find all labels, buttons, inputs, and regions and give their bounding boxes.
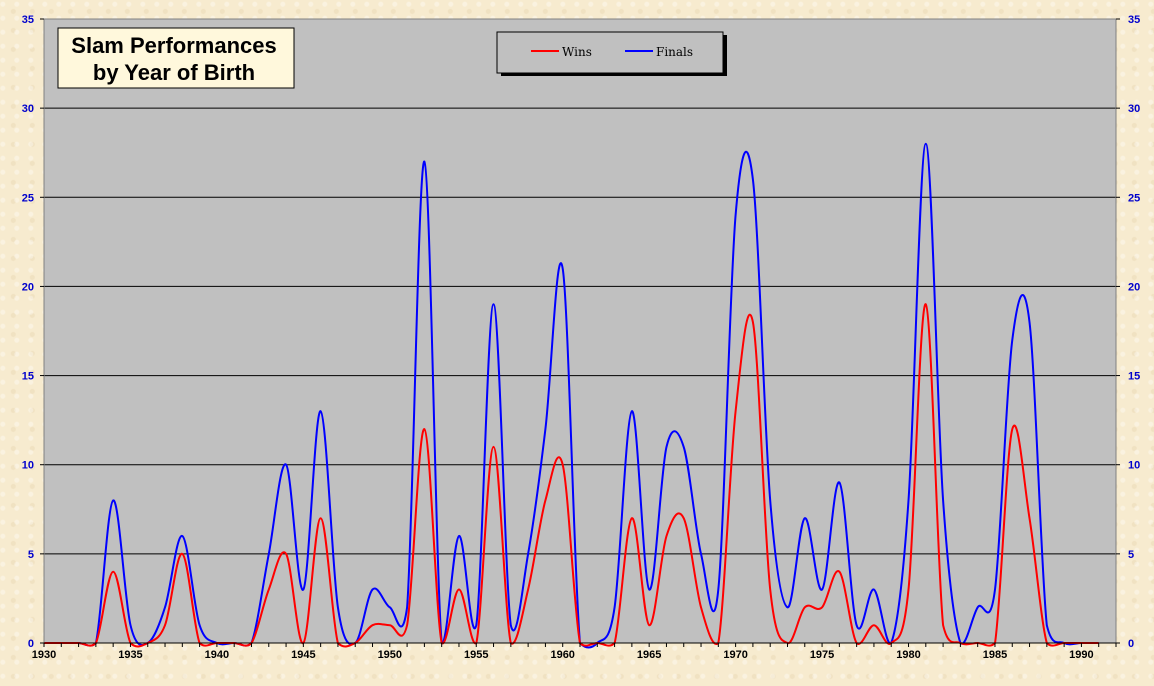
x-tick-label: 1985 — [983, 649, 1007, 661]
x-tick-label: 1980 — [896, 649, 920, 661]
legend-label-finals: Finals — [656, 45, 693, 59]
y-tick-label-right: 35 — [1128, 14, 1140, 26]
y-tick-label-left: 20 — [22, 281, 34, 293]
x-tick-label: 1960 — [550, 649, 574, 661]
x-tick-label: 1940 — [205, 649, 229, 661]
y-tick-label-right: 10 — [1128, 460, 1140, 472]
x-tick-label: 1965 — [637, 649, 661, 661]
y-tick-label-right: 25 — [1128, 192, 1140, 204]
series-lines — [44, 142, 1099, 649]
series-line-finals — [44, 142, 1099, 649]
x-tick-label: 1930 — [32, 649, 56, 661]
y-tick-label-right: 20 — [1128, 281, 1140, 293]
x-tick-label: 1945 — [291, 649, 315, 661]
y-tick-label-right: 15 — [1128, 371, 1140, 383]
plot-area — [44, 19, 1116, 643]
y-tick-label-left: 15 — [22, 371, 34, 383]
x-tick-label: 1950 — [378, 649, 402, 661]
x-tick-label: 1990 — [1069, 649, 1093, 661]
y-tick-label-left: 10 — [22, 460, 34, 472]
x-tick-label: 1935 — [118, 649, 142, 661]
y-tick-label-right: 0 — [1128, 638, 1134, 650]
axes: 0 0 5 5 10 10 15 15 20 20 25 25 30 30 35 35 1930 1935 1940… — [22, 14, 1141, 661]
x-tick-label: 1955 — [464, 649, 488, 661]
y-tick-label-left: 5 — [28, 549, 34, 561]
y-tick-label-right: 5 — [1128, 549, 1134, 561]
legend-label-wins: Wins — [562, 45, 592, 59]
y-tick-label-left: 30 — [22, 103, 34, 115]
legend: Wins Finals — [496, 31, 727, 76]
grid-lines — [44, 107, 1116, 555]
y-tick-label-left: 0 — [28, 638, 34, 650]
chart-title-line-2: by Year of Birth — [93, 60, 255, 85]
title-box: Slam Performances by Year of Birth — [57, 27, 295, 89]
y-tick-label-left: 35 — [22, 14, 34, 26]
y-tick-label-right: 30 — [1128, 103, 1140, 115]
y-tick-label-left: 25 — [22, 192, 34, 204]
chart-title-line-1: Slam Performances — [71, 33, 276, 58]
x-tick-label: 1970 — [723, 649, 747, 661]
series-line-wins — [44, 303, 1099, 648]
x-tick-label: 1975 — [810, 649, 834, 661]
